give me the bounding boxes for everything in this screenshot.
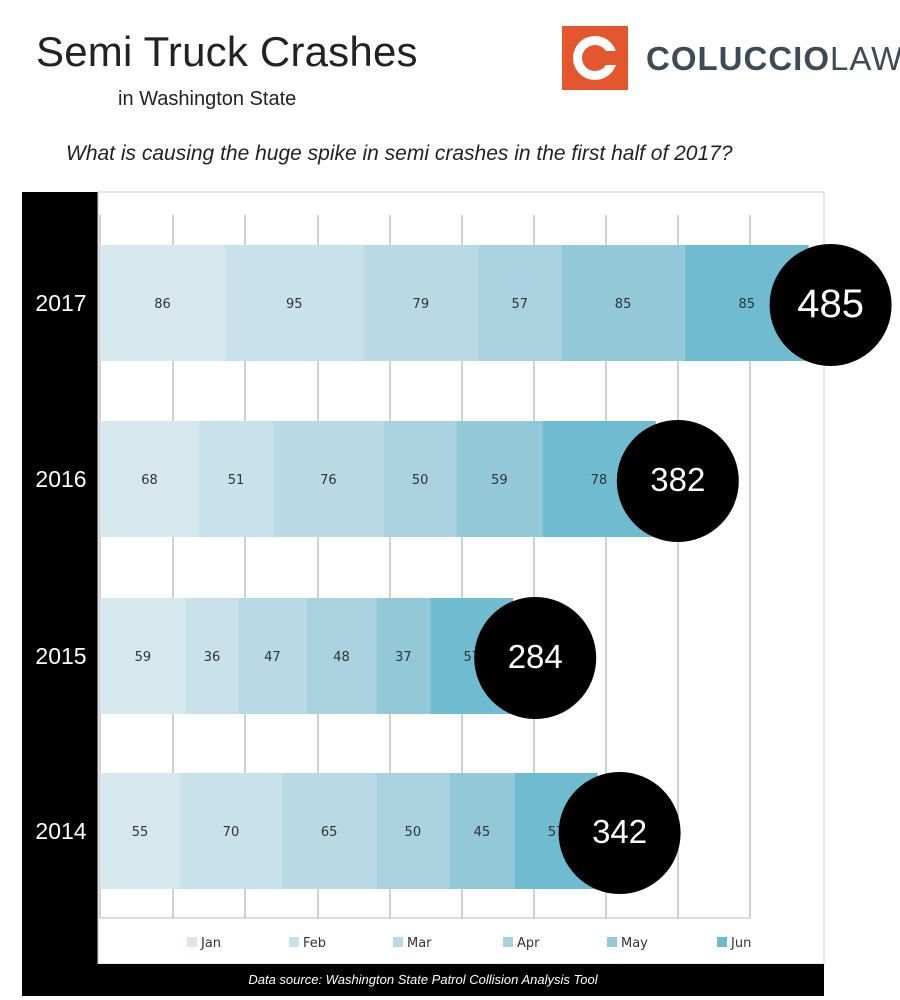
total-label: 284 xyxy=(508,638,563,675)
bar-segment-label: 78 xyxy=(591,473,608,488)
logo-text-bold: COLUCCIO xyxy=(646,40,830,77)
year-axis-band xyxy=(22,192,98,964)
total-label: 485 xyxy=(797,282,864,326)
year-label: 2015 xyxy=(35,643,86,669)
bar-segment-label: 50 xyxy=(412,473,429,488)
total-circle xyxy=(474,597,597,719)
total-circle xyxy=(616,420,739,542)
legend-label: Feb xyxy=(303,936,326,951)
bar-segment-label: 86 xyxy=(154,297,171,312)
bar-segment-apr xyxy=(306,598,377,714)
bar-segment-label: 76 xyxy=(320,473,337,488)
bar-segment-label: 55 xyxy=(132,825,149,840)
legend-label: Mar xyxy=(407,936,432,951)
bar-segment-label: 68 xyxy=(141,473,158,488)
bar-segment-apr xyxy=(383,421,457,537)
bar-segment-label: 36 xyxy=(204,650,221,665)
bar-segment-may xyxy=(449,773,515,889)
bar-segment-mar xyxy=(238,598,307,714)
bar-segment-feb xyxy=(185,598,239,714)
legend-swatch-feb xyxy=(289,937,299,947)
legend-swatch-jan xyxy=(187,937,197,947)
bar-segment-label: 95 xyxy=(286,297,303,312)
legend-label: Apr xyxy=(517,936,540,951)
bar-segment-label: 59 xyxy=(491,473,508,488)
year-label: 2014 xyxy=(35,818,86,844)
bar-segment-label: 45 xyxy=(474,825,491,840)
bar-segment-feb xyxy=(225,245,364,361)
chart-question: What is causing the huge spike in semi c… xyxy=(66,142,733,165)
legend-label: May xyxy=(621,936,648,951)
legend-swatch-mar xyxy=(393,937,403,947)
legend-swatch-may xyxy=(607,937,617,947)
bar-segment-label: 79 xyxy=(413,297,430,312)
bar-segment-label: 47 xyxy=(264,650,281,665)
legend-swatch-apr xyxy=(503,937,513,947)
bar-segment-feb xyxy=(198,421,274,537)
bar-segment-label: 37 xyxy=(395,650,412,665)
year-label: 2016 xyxy=(35,466,86,492)
year-label: 2017 xyxy=(35,290,86,316)
total-circle xyxy=(769,244,892,366)
bar-segment-jan xyxy=(100,773,181,889)
bar-segment-label: 57 xyxy=(511,297,528,312)
logo-text: COLUCCIOLAW xyxy=(646,40,900,78)
bar-segment-jan xyxy=(100,421,199,537)
bar-segment-may xyxy=(456,421,543,537)
bar-segment-label: 85 xyxy=(738,297,755,312)
legend-swatch-jun xyxy=(717,937,727,947)
bar-segment-jan xyxy=(100,598,186,714)
bar-segment-may xyxy=(376,598,431,714)
bar-segment-label: 70 xyxy=(223,825,240,840)
bar-segment-label: 48 xyxy=(333,650,350,665)
data-source-footer: Data source: Washington State Patrol Col… xyxy=(22,964,824,996)
bar-segment-jan xyxy=(100,245,226,361)
logo-mark-icon xyxy=(562,26,628,90)
bar-segment-label: 65 xyxy=(321,825,338,840)
bar-segment-label: 85 xyxy=(615,297,632,312)
total-label: 382 xyxy=(650,461,705,498)
bar-segment-apr xyxy=(376,773,450,889)
bar-segment-mar xyxy=(281,773,377,889)
legend-label: Jun xyxy=(730,936,751,951)
title: Semi Truck Crashes xyxy=(36,28,418,75)
bar-segment-label: 50 xyxy=(405,825,422,840)
bar-segment-may xyxy=(561,245,685,361)
total-circle xyxy=(558,772,681,894)
bar-segment-label: 59 xyxy=(135,650,152,665)
bar-segment-mar xyxy=(363,245,479,361)
legend-label: Jan xyxy=(200,936,221,951)
bar-segment-label: 51 xyxy=(228,473,245,488)
bar-segment-apr xyxy=(478,245,562,361)
total-label: 342 xyxy=(592,813,647,850)
logo-text-light: LAW xyxy=(830,40,900,77)
bar-segment-mar xyxy=(273,421,384,537)
subtitle: in Washington State xyxy=(118,88,297,110)
bar-segment-feb xyxy=(180,773,282,889)
